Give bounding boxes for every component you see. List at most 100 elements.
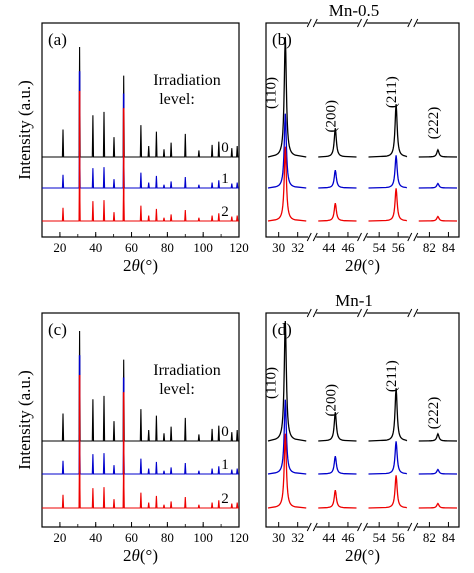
axis-break-mask (358, 524, 367, 530)
axis-break-mark (413, 522, 419, 532)
x-tick-label: 20 (53, 530, 66, 545)
series-label-2: 2 (221, 204, 229, 220)
axis-break-mask (408, 20, 417, 26)
axis-break-mark (357, 18, 362, 28)
series-2-trace (42, 458, 239, 509)
x-axis-label: 2θ(°) (345, 546, 380, 565)
axis-break-mark (363, 308, 368, 318)
axis-break-mask (308, 524, 317, 530)
axis-break-mark (363, 232, 368, 242)
series-0-trace (42, 46, 239, 158)
series-label-0: 0 (221, 424, 229, 440)
x-tick-label: 46 (341, 240, 355, 255)
hkl-label: (110) (263, 367, 279, 399)
x-tick-label: 46 (341, 530, 355, 545)
x-tick-label: 32 (291, 240, 304, 255)
series-1-trace (42, 424, 239, 475)
x-axis-label: 2θ(°) (345, 256, 380, 275)
series-1-segment-trace (318, 169, 357, 189)
plot-frame (41, 312, 240, 528)
x-tick-label: 44 (322, 530, 336, 545)
axis-break-mark (306, 522, 312, 532)
series-1-segment-trace (267, 399, 307, 475)
x-axis-label: 2θ(°) (123, 256, 158, 275)
axis-break-mark (306, 308, 312, 318)
axis-break-mark (407, 522, 413, 532)
series-2-trace (42, 171, 239, 222)
axis-break-mark (407, 18, 413, 28)
x-tick-label: 80 (161, 240, 174, 255)
series-label-2: 2 (221, 491, 229, 507)
y-axis-label: Intensity (a.u.) (15, 80, 34, 180)
axis-break-mask (308, 234, 317, 240)
axis-break-mask (308, 310, 317, 316)
x-tick-label: 120 (229, 240, 249, 255)
series-0-segment-trace (267, 36, 307, 158)
axis-break-mask (358, 310, 367, 316)
axis-break-mark (413, 308, 419, 318)
x-axis-label: 2θ(°) (123, 546, 158, 565)
series-2-segment-trace (418, 215, 458, 222)
axis-break-mask (408, 524, 417, 530)
series-2-segment-trace (267, 433, 307, 509)
x-tick-label: 60 (125, 240, 138, 255)
axis-break-mask (308, 20, 317, 26)
series-0-segment-trace (418, 148, 458, 158)
hkl-label: (200) (323, 100, 339, 133)
hkl-label: (222) (426, 107, 442, 140)
series-2-segment-trace (318, 202, 357, 222)
series-0-segment-trace (318, 412, 357, 442)
series-1-segment-trace (418, 182, 458, 189)
axis-break-mark (407, 232, 413, 242)
panel-c: 0 1 2 20 40 60 80 100 120 (c) Irradiation level: 2θ(… (15, 291, 373, 565)
x-tick-label: 82 (423, 240, 436, 255)
plot-frame (41, 22, 240, 238)
series-label-0: 0 (221, 140, 229, 156)
x-tick-label: 56 (392, 530, 406, 545)
axis-break-mark (413, 232, 419, 242)
x-tick-label: 40 (89, 240, 102, 255)
x-tick-label: 60 (125, 530, 138, 545)
axis-break-mark (363, 18, 368, 28)
y-axis-label: Intensity (a.u.) (15, 370, 34, 470)
figure-row-title: Mn-0.5 (329, 1, 380, 20)
axis-break-mask (358, 234, 367, 240)
series-0-segment-trace (267, 320, 307, 442)
series-0-segment-trace (368, 388, 408, 442)
x-tick-label: 20 (53, 240, 66, 255)
legend-title: Irradiation level: (153, 72, 221, 108)
series-2-segment-trace (318, 489, 357, 509)
hkl-label: (200) (323, 384, 339, 417)
series-1-trace (42, 138, 239, 189)
x-tick-label: 30 (272, 240, 285, 255)
axis-break-mark (357, 232, 362, 242)
x-tick-label: 30 (272, 530, 285, 545)
axis-break-mark (306, 232, 312, 242)
series-2-segment-trace (368, 475, 408, 509)
x-tick-label: 84 (442, 530, 456, 545)
panel-label: (c) (48, 320, 67, 339)
x-tick-label: 80 (161, 530, 174, 545)
x-tick-label: 100 (193, 530, 213, 545)
series-1-segment-trace (418, 468, 458, 475)
panel-a: 0 1 2 20 40 60 80 100 120 (a) Irradiation level: 2θ(… (15, 1, 379, 275)
panel-label: (a) (48, 30, 67, 49)
x-tick-label: 54 (373, 240, 387, 255)
axis-break-mark (407, 308, 413, 318)
x-tick-label: 44 (322, 240, 336, 255)
series-label-1: 1 (221, 171, 229, 187)
panel-d: (110) 30 32 (200) 44 46 (211) 54 56 (222) 82 84 (d) 2… (263, 308, 460, 565)
series-label-1: 1 (221, 457, 229, 473)
x-tick-label: 56 (392, 240, 406, 255)
x-tick-label: 100 (193, 240, 213, 255)
panel-b: (110) 30 32 (200) 44 46 (211) 54 56 (222) 82 84 (b) 2… (263, 18, 460, 275)
axis-break-mark (357, 522, 362, 532)
axis-break-mark (312, 232, 318, 242)
series-1-segment-trace (318, 455, 357, 475)
x-tick-label: 54 (373, 530, 387, 545)
series-1-segment-trace (267, 113, 307, 189)
axis-break-mask (408, 310, 417, 316)
x-tick-label: 82 (423, 530, 436, 545)
x-tick-label: 40 (89, 530, 102, 545)
